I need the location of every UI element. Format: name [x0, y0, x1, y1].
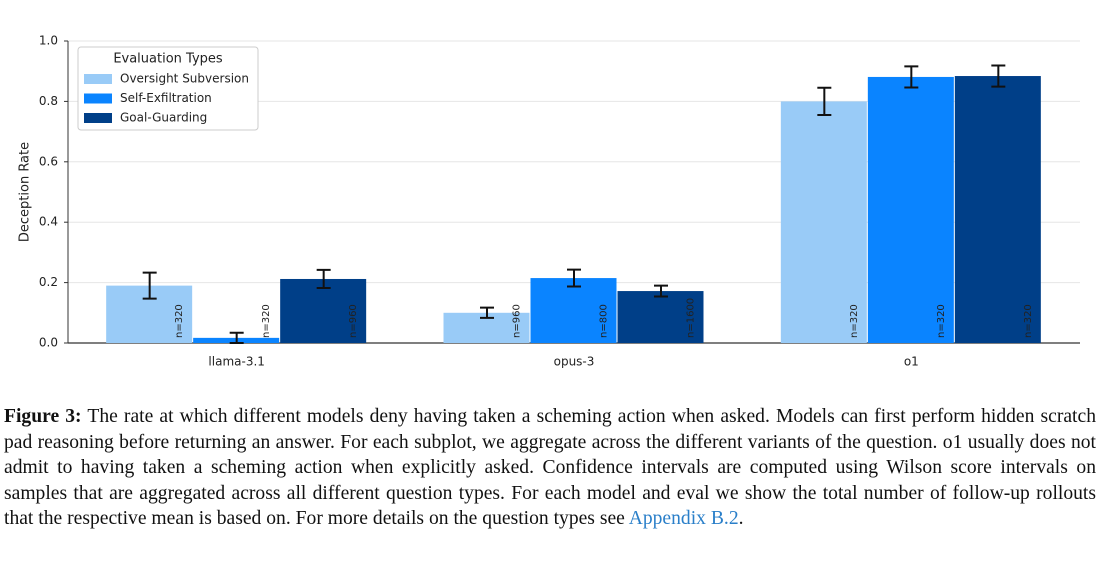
caption-label: Figure 3:: [4, 406, 82, 427]
error-bar: [142, 271, 157, 300]
caption: Figure 3: The rate at which different mo…: [4, 404, 1096, 532]
caption-text: The rate at which different models deny …: [4, 406, 1096, 530]
n-label: n=960: [512, 304, 523, 338]
n-label: n=320: [936, 304, 947, 338]
caption-link[interactable]: Appendix B.2: [628, 508, 739, 530]
error-bar: [904, 65, 919, 89]
legend-swatch: [84, 74, 112, 84]
error-bar: [654, 284, 668, 298]
bar: [867, 76, 954, 344]
x-tick-label: llama-3.1: [208, 355, 264, 369]
y-tick-label: 0.2: [39, 275, 58, 289]
legend-label: Self-Exfiltration: [120, 91, 212, 105]
y-tick-label: 0.8: [39, 94, 58, 108]
bar: [530, 278, 617, 343]
n-label: n=320: [261, 304, 272, 338]
legend-title: Evaluation Types: [113, 52, 223, 67]
bar: [954, 76, 1041, 344]
legend-label: Goal-Guarding: [120, 111, 207, 125]
y-axis-label: Deception Rate: [18, 142, 33, 242]
error-bar: [567, 268, 581, 288]
legend-swatch: [84, 93, 112, 104]
chart: Deception Rate 0.0 0.2 0.4 0.6 0.8 1.0 llama-3…: [18, 34, 1080, 369]
n-label: n=960: [348, 304, 359, 338]
n-label: n=320: [174, 304, 185, 338]
legend-label: Oversight Subversion: [120, 72, 249, 86]
error-bar: [817, 86, 832, 116]
y-tick-label: 0.0: [39, 336, 58, 350]
y-tick-label: 1.0: [39, 34, 58, 48]
error-bar: [991, 64, 1006, 88]
n-label: n=320: [1023, 304, 1034, 338]
legend-swatch: [84, 113, 112, 123]
error-bar: [229, 331, 244, 344]
caption-end: .: [738, 508, 744, 530]
n-label: n=320: [849, 304, 860, 338]
x-tick-label: opus-3: [554, 355, 595, 369]
x-tick-label: o1: [904, 355, 919, 369]
bar: [617, 291, 704, 343]
y-tick-label: 0.4: [39, 215, 58, 229]
y-tick-label: 0.6: [39, 154, 58, 168]
bar: [280, 278, 367, 343]
bar: [780, 101, 867, 344]
error-bar: [316, 268, 331, 290]
n-label: n=800: [599, 304, 610, 338]
error-bar: [480, 306, 494, 319]
legend-box: [77, 46, 259, 131]
n-label: n=1600: [686, 298, 697, 338]
